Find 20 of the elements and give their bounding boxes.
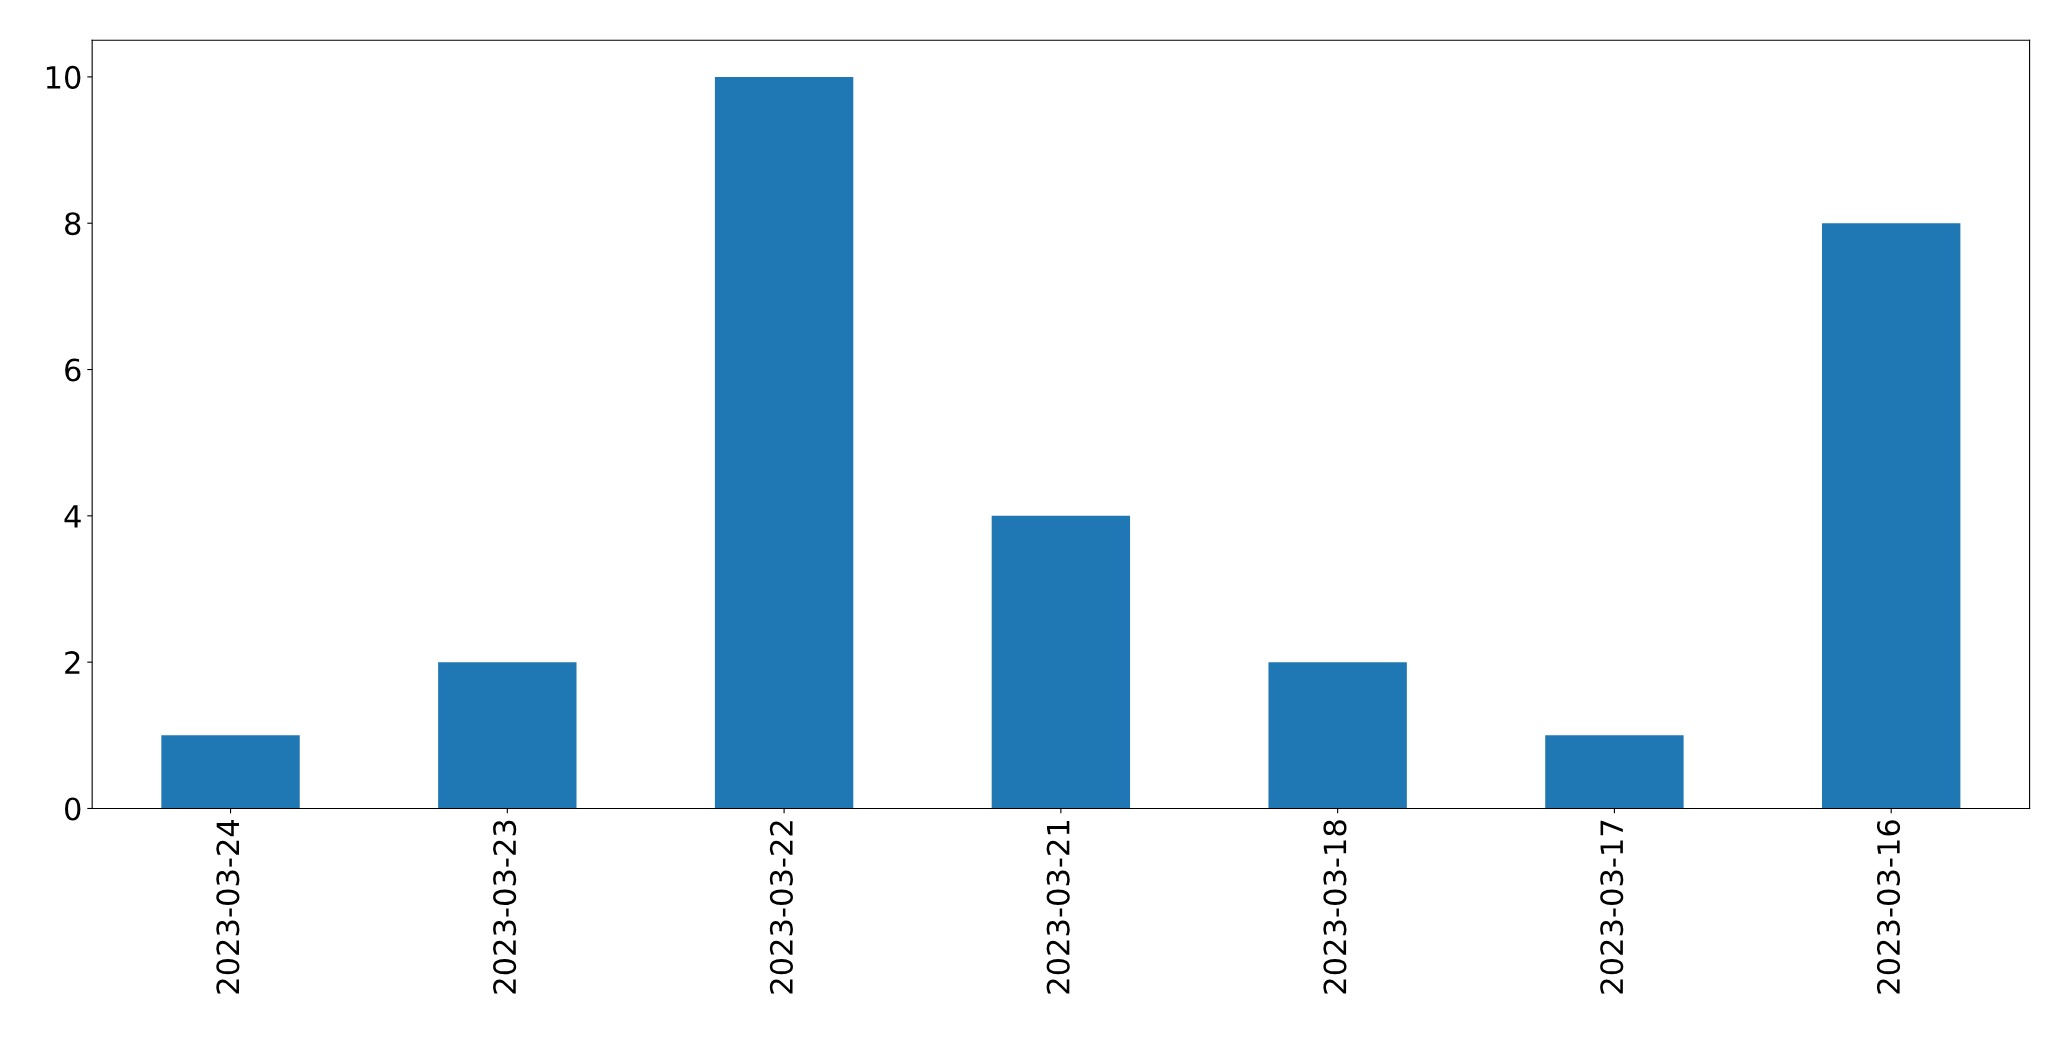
bar — [1822, 223, 1961, 809]
y-tick-label: 8 — [65, 212, 81, 236]
bar — [438, 662, 577, 809]
bar — [1545, 735, 1684, 809]
y-tick-label: 10 — [46, 65, 81, 89]
x-tick-label: 2023-03-22 — [769, 821, 793, 994]
x-tick-label: 2023-03-18 — [1323, 820, 1347, 994]
bar — [714, 76, 854, 809]
y-tick-label: 0 — [65, 797, 81, 821]
bar — [991, 515, 1131, 809]
bar — [1268, 662, 1407, 809]
x-tick-label: 2023-03-23 — [493, 820, 517, 994]
y-tick-label: 4 — [64, 505, 81, 528]
x-tick-label: 2023-03-17 — [1600, 820, 1624, 994]
y-tick-label: 6 — [65, 358, 81, 382]
x-tick-label: 2023-03-24 — [216, 819, 240, 994]
bar — [161, 735, 300, 809]
x-tick-label: 2023-03-21 — [1046, 821, 1070, 994]
x-tick-label: 2023-03-16 — [1876, 820, 1901, 994]
y-tick-label: 2 — [65, 651, 80, 674]
